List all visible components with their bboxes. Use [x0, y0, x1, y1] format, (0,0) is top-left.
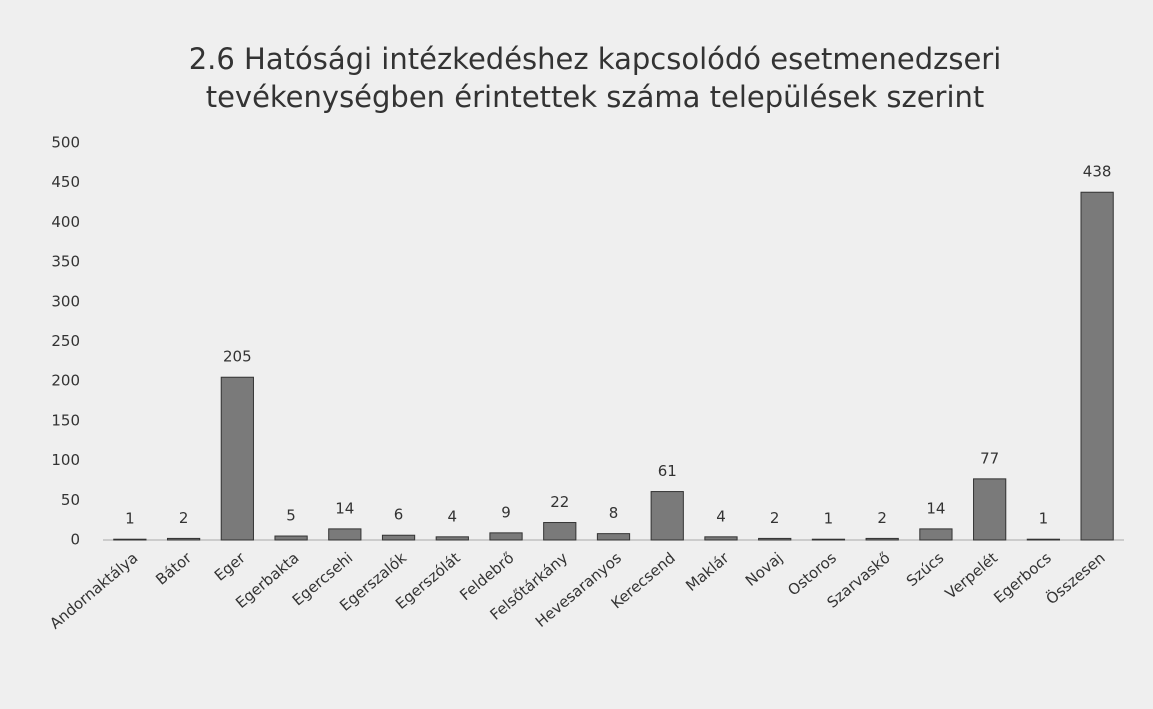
- y-tick-label: 350: [51, 253, 80, 271]
- value-label: 61: [658, 462, 677, 480]
- y-tick-label: 200: [51, 372, 80, 390]
- bar: [328, 528, 362, 541]
- bar: [274, 535, 308, 541]
- value-label: 1: [824, 510, 834, 528]
- value-label: 77: [980, 449, 999, 467]
- bar: [381, 534, 416, 541]
- value-label: 8: [609, 504, 619, 522]
- bar: [650, 491, 684, 541]
- chart-title: 2.6 Hatósági intézkedéshez kapcsolódó es…: [188, 42, 1002, 114]
- value-label: 14: [926, 499, 945, 517]
- y-tick-label: 150: [51, 411, 80, 429]
- x-tick-label: Novaj: [742, 549, 786, 590]
- x-tick-label: Összesen: [1042, 548, 1109, 608]
- y-tick-label: 300: [51, 292, 80, 310]
- y-tick-label: 400: [51, 213, 80, 231]
- bar: [919, 528, 953, 541]
- x-tick-label: Bátor: [152, 548, 195, 588]
- value-label: 22: [550, 493, 569, 511]
- x-tick-label: Eger: [211, 548, 250, 584]
- value-label: 4: [448, 507, 458, 525]
- bar: [435, 536, 469, 541]
- y-tick-label: 50: [61, 491, 80, 509]
- value-label: 1: [1039, 510, 1049, 528]
- bar: [489, 532, 523, 541]
- y-tick-label: 100: [51, 451, 80, 469]
- bar: [811, 538, 846, 541]
- bar: [865, 537, 899, 541]
- value-label: 9: [501, 503, 511, 521]
- y-tick-label: 0: [70, 531, 80, 549]
- value-label: 14: [335, 499, 354, 517]
- y-tick-label: 450: [51, 173, 80, 191]
- value-label: 4: [716, 507, 726, 525]
- bar: [704, 536, 738, 541]
- bar: [973, 478, 1007, 541]
- bar: [113, 538, 147, 541]
- value-label: 1: [125, 510, 135, 528]
- value-label: 2: [877, 509, 887, 527]
- x-tick-label: Maklár: [682, 548, 733, 595]
- value-label: 205: [223, 348, 252, 366]
- x-tick-label: Andornaktálya: [46, 549, 141, 633]
- bar: [1080, 191, 1114, 541]
- value-label: 438: [1083, 163, 1112, 181]
- bar: [596, 533, 631, 541]
- value-label: 2: [179, 509, 189, 527]
- bar: [166, 537, 201, 541]
- bar: [758, 537, 792, 541]
- value-label: 5: [286, 507, 296, 525]
- bar: [1026, 538, 1061, 541]
- bar: [220, 376, 254, 541]
- x-tick-label: Szúcs: [903, 549, 948, 591]
- value-label: 2: [770, 509, 780, 527]
- y-tick-label: 250: [51, 332, 80, 350]
- value-label: 6: [394, 506, 404, 524]
- bar: [543, 522, 577, 541]
- y-tick-label: 500: [51, 134, 80, 152]
